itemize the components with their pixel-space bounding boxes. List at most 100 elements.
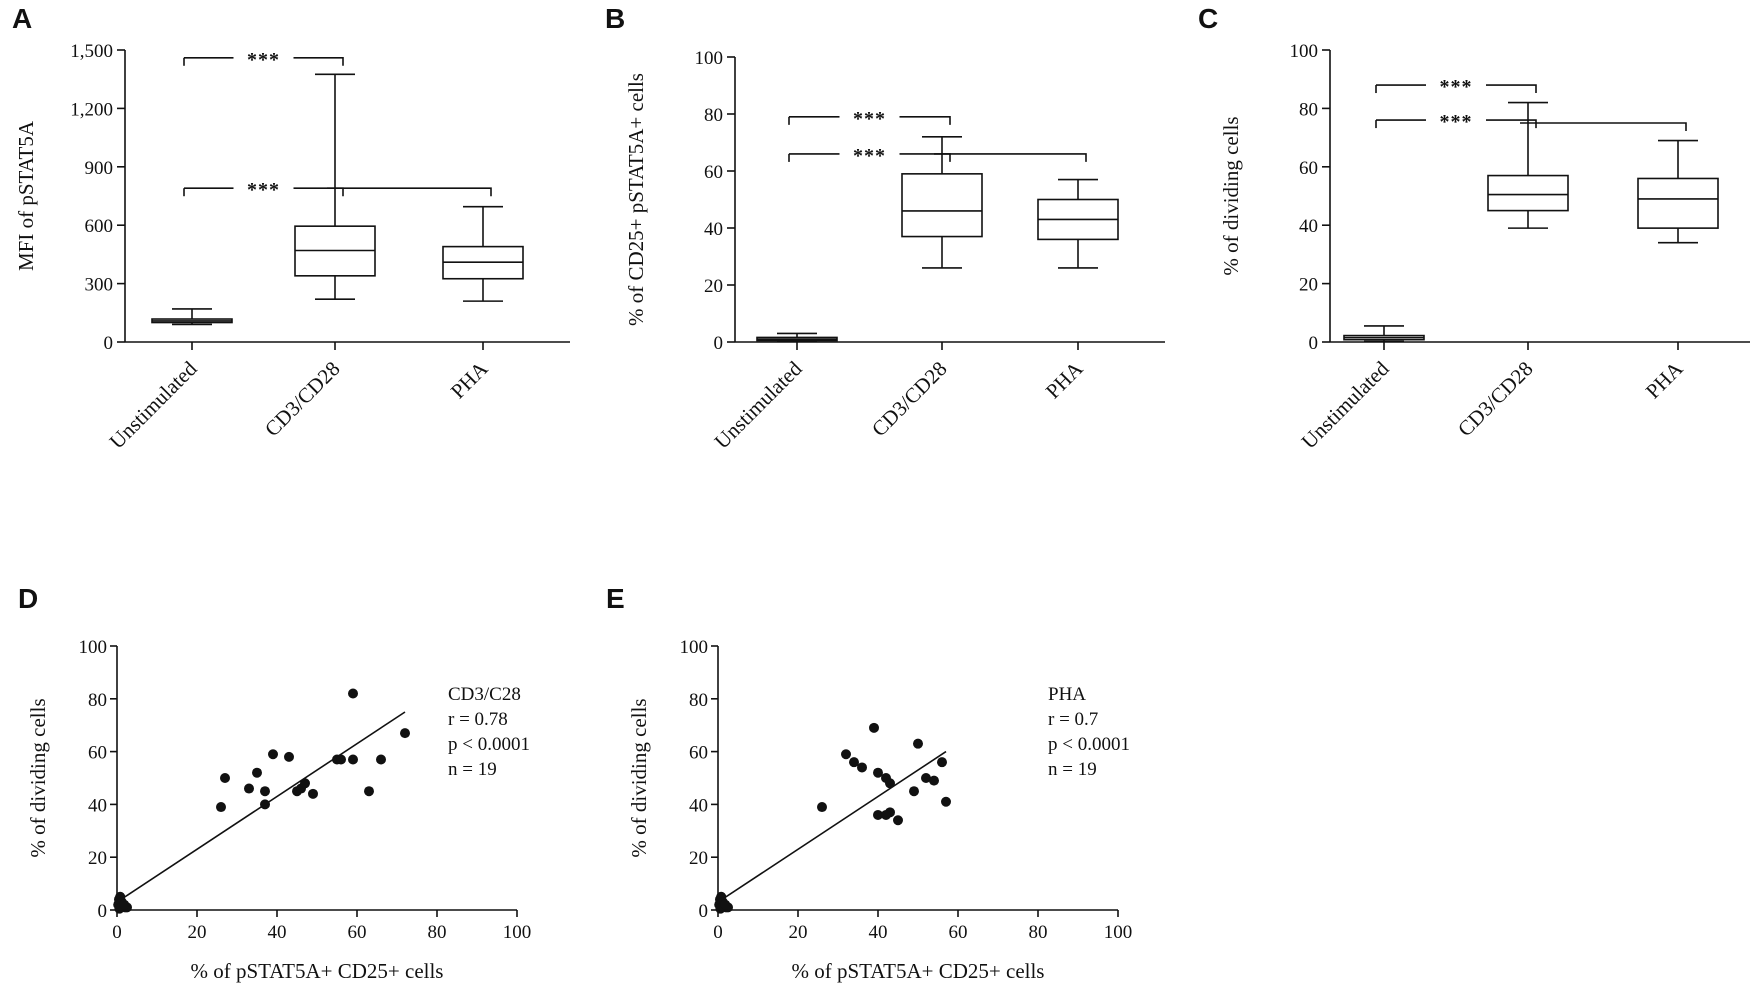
panel-e-data-point: [873, 809, 883, 820]
panel-b-y-tick-label: 60: [704, 162, 723, 183]
panel-e-y-tick-label: 80: [689, 690, 708, 711]
panel-a-category-label: Unstimulated: [105, 356, 202, 453]
bracket-line: [934, 153, 1087, 162]
panel-e-y-tick-label: 0: [699, 901, 709, 922]
significance-label: ***: [1440, 111, 1473, 133]
panel-a-significance-bracket: ***: [183, 49, 344, 71]
panel-d-data-point: [300, 778, 310, 789]
panel-e-stat-line: r = 0.7: [1048, 709, 1098, 730]
panel-d-data-point: [336, 754, 346, 765]
panel-b-y-tick-label: 0: [714, 333, 724, 354]
panel-a-y-tick-label: 1,500: [70, 41, 113, 62]
bracket-line: [327, 187, 492, 197]
panel-b-category-label: Unstimulated: [710, 356, 807, 453]
panel-d-y-tick-label: 80: [88, 690, 107, 711]
panel-d-data-point: [400, 728, 410, 739]
panel-c-category-label: PHA: [1641, 356, 1688, 403]
panel-e-data-point: [841, 749, 851, 760]
panel-e-data-point: [909, 786, 919, 797]
panel-c-box-1: [1343, 325, 1425, 343]
bracket-right: [1486, 84, 1537, 94]
panel-c-y-tick-label: 60: [1299, 158, 1318, 179]
panel-d-data-point: [284, 751, 294, 762]
panel-e-y-tick-label: 40: [689, 795, 708, 816]
panel-e-data-point: [873, 767, 883, 778]
panel-e-y-tick-label: 60: [689, 743, 708, 764]
panel-a-category-label: CD3/CD28: [260, 357, 345, 442]
panel-e-x-tick-label: 0: [713, 922, 723, 943]
panel-d-y-axis-title: % of dividing cells: [26, 698, 50, 857]
panel-e-x-axis-title: % of pSTAT5A+ CD25+ cells: [792, 959, 1045, 983]
panel-e: E 0 20 40 60 80 100 0 20 40 60 80 100 % of pSTAT5A+ …: [606, 583, 1132, 983]
panel-e-data-point: [849, 757, 859, 768]
panel-e-data-point: [720, 899, 731, 910]
panel-e-data-point: [885, 778, 895, 789]
panel-b-category-label: CD3/CD28: [867, 357, 952, 442]
panel-d-data-point: [268, 749, 278, 760]
panel-d-x-tick-label: 60: [348, 922, 367, 943]
iqr-box: [1637, 177, 1719, 229]
panel-d-data-point: [252, 767, 262, 778]
panel-d-label: D: [18, 583, 38, 614]
panel-e-label: E: [606, 583, 625, 614]
panel-e-data-point: [929, 775, 939, 786]
panel-e-regression-line: [717, 750, 947, 903]
panel-d-data-point: [348, 754, 358, 765]
panel-d-y-tick-label: 60: [88, 743, 107, 764]
panel-c-y-tick-label: 40: [1299, 216, 1318, 237]
iqr-box: [901, 173, 983, 238]
panel-d-data-point: [216, 802, 226, 813]
panel-b-box-3: [1037, 178, 1119, 269]
panel-c-box-2: [1487, 101, 1569, 229]
panel-d-data-point: [308, 788, 318, 799]
panel-e-y-tick-label: 20: [689, 848, 708, 869]
panel-e-y-tick-label: 100: [680, 637, 709, 658]
panel-a-y-tick-label: 600: [85, 216, 114, 237]
panel-b-y-tick-label: 20: [704, 276, 723, 297]
panel-b-significance-bracket: [934, 153, 1087, 162]
panel-c-category-label: Unstimulated: [1297, 356, 1394, 453]
panel-a-y-tick-label: 0: [104, 333, 114, 354]
panel-d-stat-line: n = 19: [448, 759, 497, 780]
panel-d-data-point: [244, 783, 254, 794]
panel-b-y-tick-label: 100: [695, 48, 724, 69]
panel-d-stat-line: p < 0.0001: [448, 734, 530, 755]
panel-d-stat-line: r = 0.78: [448, 709, 508, 730]
panel-e-stat-line: PHA: [1048, 684, 1086, 705]
panel-d-x-tick-label: 100: [503, 922, 532, 943]
panel-a-y-tick-label: 900: [85, 158, 114, 179]
panel-d-y-tick-label: 20: [88, 848, 107, 869]
panel-b-significance-bracket: ***: [788, 145, 951, 167]
panel-c-y-tick-label: 100: [1290, 41, 1319, 62]
significance-label: ***: [1440, 76, 1473, 98]
panel-d-data-point: [119, 899, 130, 910]
significance-label: ***: [247, 179, 280, 201]
bracket-line: [1520, 122, 1687, 131]
panel-e-data-point: [881, 809, 891, 820]
panel-d-data-point: [348, 688, 358, 699]
panel-e-data-point: [817, 802, 827, 813]
panel-e-data-point: [913, 738, 923, 749]
panel-a-significance-bracket: [327, 187, 492, 197]
panel-c-significance-bracket: ***: [1375, 111, 1537, 133]
panel-c-significance-bracket: [1520, 122, 1687, 131]
panel-c-y-tick-label: 20: [1299, 275, 1318, 296]
panel-e-x-tick-label: 80: [1029, 922, 1048, 943]
iqr-box: [1487, 174, 1569, 212]
bracket-right: [1486, 119, 1537, 129]
panel-d-x-axis-title: % of pSTAT5A+ CD25+ cells: [191, 959, 444, 983]
panel-d-x-tick-label: 80: [428, 922, 447, 943]
panel-a-box-1: [151, 308, 233, 326]
panel-a-significance-bracket: ***: [183, 179, 344, 201]
panel-b-category-label: PHA: [1041, 356, 1088, 403]
panel-c-category-label: CD3/CD28: [1453, 357, 1538, 442]
panel-b-label: B: [605, 3, 625, 34]
panel-e-data-point: [869, 722, 879, 733]
panel-d-data-point: [376, 754, 386, 765]
panel-b: B 0 20 40 60 80 100 % of CD25+ pSTAT5A+ cells U…: [605, 3, 1165, 454]
panel-a: A 0 300 600 900 1,200 1,500 MFI of pSTAT5A Unst…: [12, 3, 570, 454]
panel-c: C 0 20 40 60 80 100 % of dividing cells Unstimu…: [1198, 3, 1750, 454]
panel-d-data-point: [260, 799, 270, 810]
panel-a-category-label: PHA: [446, 356, 493, 403]
